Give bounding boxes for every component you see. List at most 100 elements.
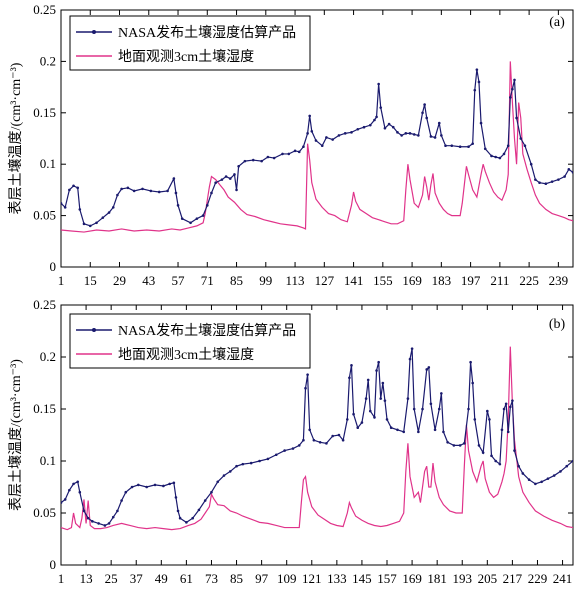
y-tick-label: 0.1 xyxy=(40,156,56,171)
x-tick-label: 85 xyxy=(230,571,243,586)
data-point xyxy=(297,444,301,447)
data-point xyxy=(458,145,462,149)
data-point xyxy=(440,392,443,395)
data-point xyxy=(571,459,573,463)
data-point xyxy=(228,177,232,180)
x-tick-label: 169 xyxy=(402,273,422,288)
data-point xyxy=(366,378,370,382)
data-point xyxy=(346,418,349,421)
y-tick-label: 0.15 xyxy=(33,105,56,120)
data-point xyxy=(364,397,368,400)
data-point xyxy=(318,440,322,444)
data-point xyxy=(325,442,328,445)
data-point xyxy=(132,189,136,193)
data-point xyxy=(511,399,514,402)
x-tick-label: 225 xyxy=(519,273,539,288)
x-tick-label: 1 xyxy=(58,571,65,586)
data-point xyxy=(498,156,502,160)
data-point xyxy=(350,131,353,134)
data-point xyxy=(88,224,92,228)
x-tick-label: 71 xyxy=(201,273,214,288)
data-point xyxy=(557,178,560,181)
data-point xyxy=(404,132,408,135)
y-axis-label: 表层土壤温度/(cm³·cm⁻³) xyxy=(7,359,24,511)
x-tick-label: 141 xyxy=(344,273,364,288)
data-point xyxy=(162,484,165,488)
plot-frame xyxy=(60,9,574,268)
data-point xyxy=(429,402,433,406)
data-point xyxy=(82,222,86,226)
data-point xyxy=(379,397,383,400)
data-point xyxy=(126,186,130,190)
data-point xyxy=(429,135,433,138)
data-point xyxy=(385,418,389,421)
data-point xyxy=(377,360,380,364)
data-point xyxy=(381,381,385,385)
data-point xyxy=(408,357,412,361)
data-point xyxy=(63,206,67,209)
data-point xyxy=(222,474,226,477)
x-tick-label: 239 xyxy=(549,273,569,288)
data-point xyxy=(467,407,470,411)
legend-marker xyxy=(92,328,96,332)
data-point xyxy=(383,399,387,402)
data-point xyxy=(101,216,105,219)
data-point xyxy=(103,524,107,527)
data-point xyxy=(72,184,75,188)
x-tick-label: 205 xyxy=(478,571,498,586)
data-point xyxy=(249,461,253,465)
data-point xyxy=(312,438,316,442)
data-point xyxy=(352,412,355,416)
x-tick-label: 211 xyxy=(490,273,509,288)
data-point xyxy=(396,131,399,134)
data-point xyxy=(107,211,111,214)
data-point xyxy=(486,409,489,413)
x-tick-label: 85 xyxy=(230,273,243,288)
data-point xyxy=(494,459,497,463)
data-point xyxy=(111,515,115,519)
x-tick-label: 15 xyxy=(84,273,97,288)
data-point xyxy=(124,490,128,494)
data-point xyxy=(423,103,426,106)
data-point xyxy=(517,464,520,468)
x-tick-label: 61 xyxy=(180,571,193,586)
data-point xyxy=(356,426,360,430)
data-point xyxy=(287,152,291,156)
data-point xyxy=(437,121,441,125)
data-point xyxy=(550,180,554,183)
data-point xyxy=(214,181,217,184)
data-point xyxy=(180,217,184,220)
data-point xyxy=(396,428,399,432)
data-point xyxy=(406,397,410,400)
data-point xyxy=(281,152,284,156)
data-point xyxy=(360,421,364,424)
data-point xyxy=(61,501,63,504)
data-point xyxy=(471,142,474,145)
data-point xyxy=(559,470,562,473)
legend-label: NASA发布土壤湿度估算产品 xyxy=(118,322,296,339)
data-point xyxy=(78,490,82,494)
data-point xyxy=(337,134,341,137)
data-point xyxy=(343,132,347,135)
data-point xyxy=(471,381,474,385)
data-point xyxy=(258,459,261,463)
data-point xyxy=(331,434,334,438)
data-point xyxy=(519,137,523,140)
data-point xyxy=(185,521,188,524)
data-point xyxy=(567,168,571,171)
x-tick-label: 121 xyxy=(302,571,322,586)
data-point xyxy=(86,516,90,520)
data-point xyxy=(490,154,493,158)
x-tick-label: 109 xyxy=(277,571,297,586)
data-point xyxy=(137,483,140,487)
data-point xyxy=(320,144,324,147)
data-point xyxy=(302,145,305,149)
data-point xyxy=(417,430,420,434)
x-tick-label: 217 xyxy=(503,571,523,586)
data-point xyxy=(450,144,454,147)
data-point xyxy=(302,438,305,442)
x-tick-label: 1 xyxy=(58,273,65,288)
data-point xyxy=(201,214,205,217)
y-tick-label: 0.1 xyxy=(40,453,56,468)
